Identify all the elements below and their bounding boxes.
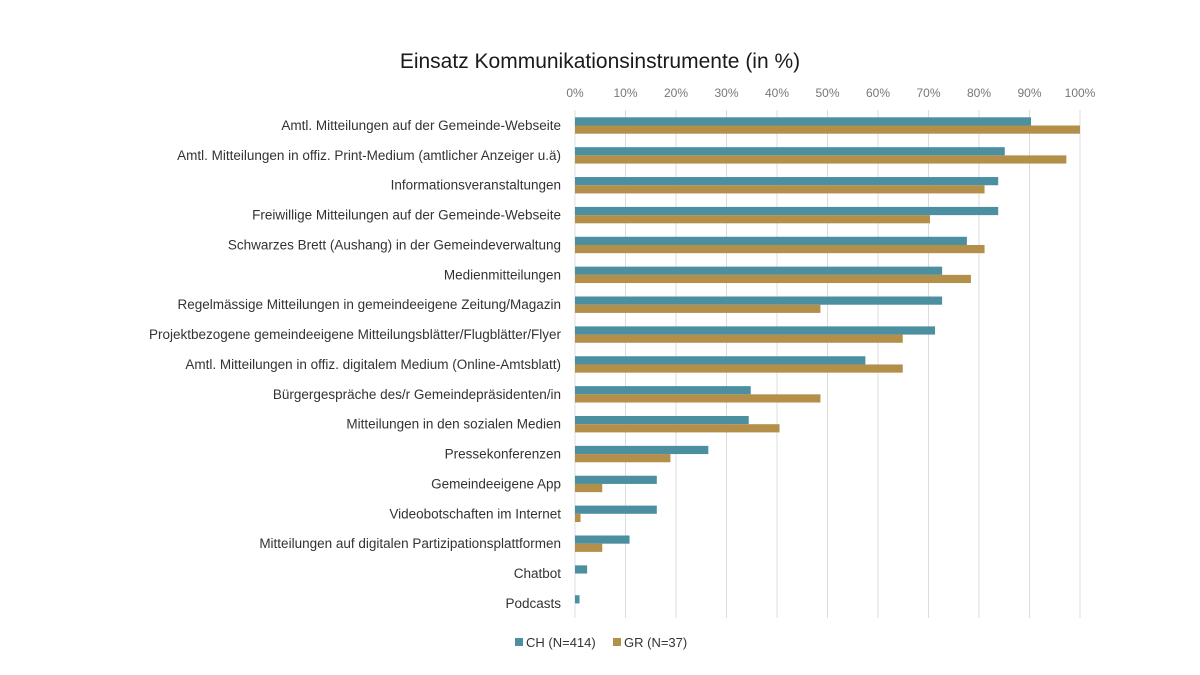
bar-gr <box>575 155 1067 164</box>
x-tick-label: 20% <box>664 86 688 100</box>
bar-gr <box>575 543 603 552</box>
bar-ch <box>575 535 630 544</box>
x-tick-label: 100% <box>1065 86 1096 100</box>
x-tick-label: 90% <box>1017 86 1041 100</box>
bar-gr <box>575 244 985 254</box>
bar-gr <box>575 274 971 284</box>
legend-label: GR (N=37) <box>624 635 687 650</box>
x-tick-label: 0% <box>566 86 584 100</box>
category-label: Projektbezogene gemeindeeigene Mitteilun… <box>149 327 561 342</box>
legend-swatch-gr <box>613 638 621 646</box>
x-tick-label: 30% <box>714 86 738 100</box>
legend-swatch-ch <box>515 638 523 646</box>
x-tick-label: 50% <box>815 86 839 100</box>
bar-gr <box>575 454 671 463</box>
category-labels: Amtl. Mitteilungen auf der Gemeinde-Webs… <box>149 118 561 611</box>
x-tick-label: 80% <box>967 86 991 100</box>
category-label: Regelmässige Mitteilungen in gemeindeeig… <box>178 297 561 312</box>
category-label: Gemeindeeigene App <box>431 476 561 491</box>
category-label: Bürgergespräche des/r Gemeindepräsidente… <box>273 387 561 402</box>
bar-ch <box>575 445 709 455</box>
category-label: Amtl. Mitteilungen in offiz. digitalem M… <box>185 357 561 372</box>
category-label: Schwarzes Brett (Aushang) in der Gemeind… <box>228 237 561 252</box>
bar-gr <box>575 483 603 493</box>
category-label: Amtl. Mitteilungen auf der Gemeinde-Webs… <box>281 118 561 133</box>
bar-gr <box>575 334 903 343</box>
bar-gr <box>575 424 780 433</box>
category-label: Amtl. Mitteilungen in offiz. Print-Mediu… <box>177 148 561 163</box>
legend-label: CH (N=414) <box>526 635 596 650</box>
bar-gr <box>575 125 1080 134</box>
bar-ch <box>575 266 943 275</box>
bar-ch <box>575 505 657 514</box>
x-tick-label: 70% <box>916 86 940 100</box>
bar-ch <box>575 416 749 425</box>
bar-gr <box>575 364 903 373</box>
category-label: Podcasts <box>505 596 561 611</box>
bar-ch <box>575 147 1005 156</box>
bar-gr <box>575 394 821 403</box>
legend: CH (N=414) GR (N=37) <box>515 635 687 650</box>
bar-ch <box>575 565 588 574</box>
category-label: Pressekonferenzen <box>445 447 561 462</box>
bar-ch <box>575 326 936 335</box>
x-tick-label: 40% <box>765 86 789 100</box>
category-label: Medienmitteilungen <box>444 267 561 282</box>
x-axis-ticks: 0% 10% 20% 30% 40% 50% 60% 70% 80% 90% 100% <box>566 86 1095 100</box>
bar-ch <box>575 236 967 245</box>
category-label: Informationsveranstaltungen <box>391 178 561 193</box>
bar-ch <box>575 386 751 395</box>
chart-title: Einsatz Kommunikationsinstrumente (in %) <box>399 50 801 73</box>
bar-ch <box>575 595 580 604</box>
bar-ch <box>575 117 1032 126</box>
bar-gr <box>575 215 931 224</box>
bar-ch <box>575 475 657 484</box>
x-tick-label: 60% <box>866 86 890 100</box>
bar-ch <box>575 296 943 305</box>
bars <box>575 117 1080 604</box>
bar-ch <box>575 356 866 365</box>
category-label: Chatbot <box>514 566 562 581</box>
bar-gr <box>575 513 581 523</box>
category-label: Freiwillige Mitteilungen auf der Gemeind… <box>252 208 561 223</box>
category-label: Mitteilungen in den sozialen Medien <box>346 417 561 432</box>
x-tick-label: 10% <box>613 86 637 100</box>
category-label: Videobotschaften im Internet <box>389 506 561 521</box>
bar-ch <box>575 177 999 186</box>
category-label: Mitteilungen auf digitalen Partizipation… <box>259 536 561 551</box>
bar-gr <box>575 304 821 313</box>
bar-ch <box>575 206 999 216</box>
bar-gr <box>575 185 985 194</box>
